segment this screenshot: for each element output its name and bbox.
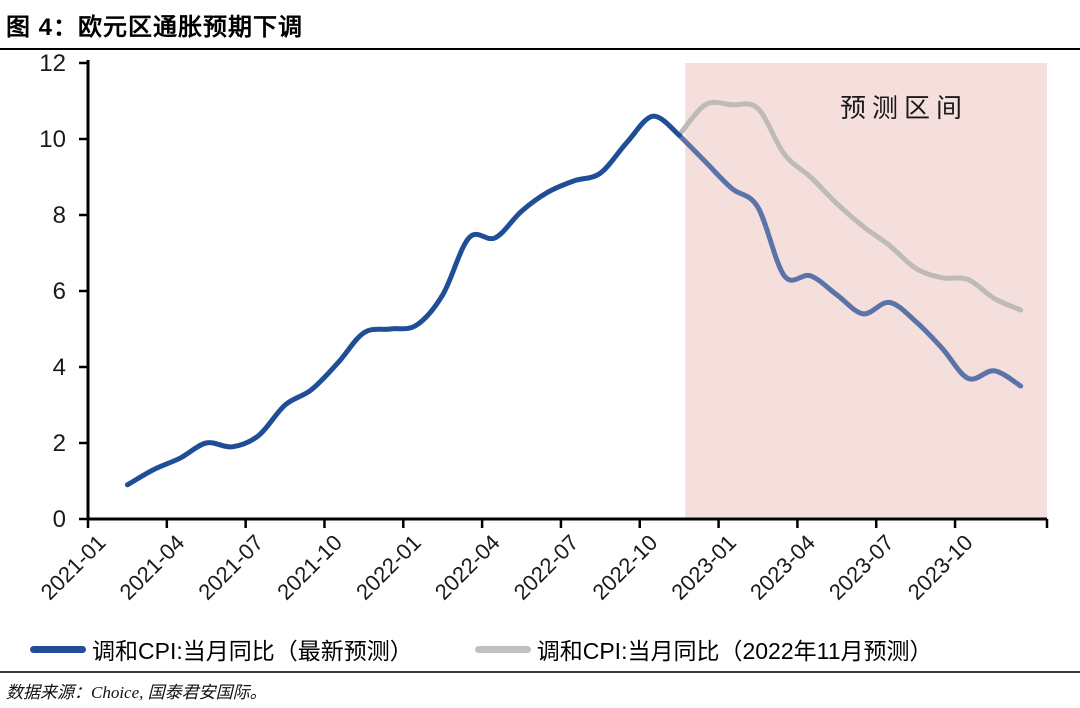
x-tick-label: 2021-10 [272,530,347,605]
x-tick-label: 2023-04 [745,530,820,605]
legend-item-latest-forecast: 调和CPI:当月同比（最新预测） [30,632,413,666]
legend-item-nov2022-forecast: 调和CPI:当月同比（2022年11月预测） [474,632,933,666]
figure-title: 图 4：欧元区通胀预期下调 [6,14,304,41]
y-tick-label: 8 [53,202,66,229]
inflation-line-chart: 预测区间 0 2 4 6 8 10 12 2021-01 2021-04 2021-07 2021-1… [36,50,1049,605]
title-divider [0,48,1080,50]
chart-legend: 调和CPI:当月同比（最新预测） 调和CPI:当月同比（2022年11月预测） [0,632,1080,666]
y-tick-label: 2 [53,430,66,457]
x-tick-label: 2022-07 [509,530,584,605]
y-tick-label: 12 [39,50,66,77]
y-tick-label: 4 [53,354,66,381]
forecast-region [685,63,1047,519]
x-tick-label: 2021-04 [115,530,190,605]
x-tick-label: 2022-01 [351,530,426,605]
x-tick-label: 2022-04 [430,530,505,605]
x-tick-label: 2021-07 [193,530,268,605]
y-tick-label: 6 [53,278,66,305]
footer-divider [0,671,1080,673]
x-tick-label: 2023-07 [824,530,899,605]
x-tick-label: 2022-10 [588,530,663,605]
legend-label-nov2022-forecast: 调和CPI:当月同比（2022年11月预测） [536,638,933,664]
forecast-region-label: 预测区间 [840,93,968,123]
legend-swatch-gray-line [474,645,531,653]
legend-swatch-blue-line [30,645,86,653]
series-actual-line [124,113,682,488]
series-latest-forecast-line [676,132,1024,389]
y-tick-label: 0 [53,506,66,533]
chart-area: 预测区间 0 2 4 6 8 10 12 2021-01 2021-04 2021-07 2021-1… [0,50,1080,632]
legend-label-latest-forecast: 调和CPI:当月同比（最新预测） [92,638,413,664]
y-tick-label: 10 [39,126,66,153]
source-note: 数据来源：Choice, 国泰君安国际。 [6,683,267,702]
x-tick-label: 2021-01 [36,530,111,605]
x-tick-label: 2023-10 [903,530,978,605]
x-tick-label: 2023-01 [666,530,741,605]
series-nov2022-forecast-line [676,99,1024,313]
